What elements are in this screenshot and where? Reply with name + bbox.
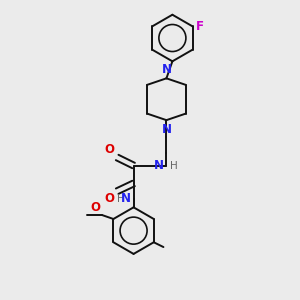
- Text: O: O: [104, 143, 114, 156]
- Text: N: N: [153, 159, 164, 172]
- Text: F: F: [196, 20, 204, 33]
- Text: H: H: [170, 160, 178, 170]
- Text: N: N: [161, 63, 171, 76]
- Text: N: N: [161, 122, 171, 136]
- Text: O: O: [104, 192, 114, 206]
- Text: O: O: [91, 201, 101, 214]
- Text: H: H: [118, 194, 125, 204]
- Text: N: N: [121, 192, 130, 205]
